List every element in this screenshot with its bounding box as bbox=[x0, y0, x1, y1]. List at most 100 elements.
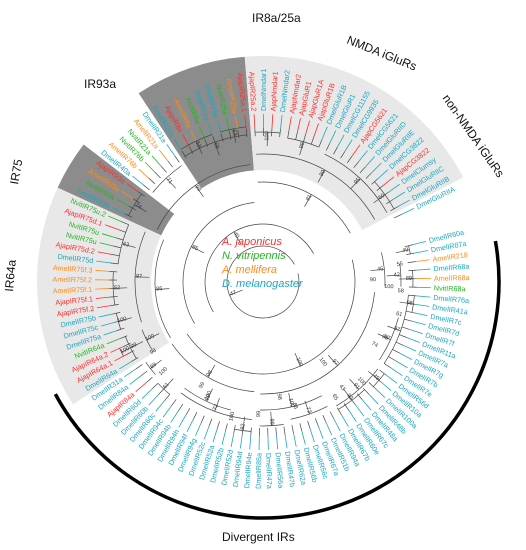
tip-branch bbox=[95, 288, 110, 290]
tip-branch bbox=[166, 144, 176, 157]
tip-branch bbox=[351, 144, 361, 157]
internal-stem bbox=[121, 243, 136, 248]
internal-arc bbox=[145, 361, 156, 375]
legend-melanogaster: D. melanogaster bbox=[222, 278, 304, 290]
bootstrap-value: 100 bbox=[356, 376, 367, 387]
clade-highlight-bands bbox=[36, 56, 464, 405]
tip-branch bbox=[141, 388, 153, 399]
legend-japonicus: A. japonicus bbox=[221, 236, 282, 248]
tree-branches bbox=[95, 113, 431, 450]
tip-branch bbox=[382, 176, 395, 186]
leaf-label: AmelIR75f.2 bbox=[52, 275, 92, 285]
tip-branch bbox=[333, 418, 341, 432]
tip-stem bbox=[291, 425, 294, 434]
bootstrap-value: 100 bbox=[120, 346, 131, 356]
tip-branch bbox=[414, 250, 429, 254]
bootstrap-value: 72 bbox=[212, 404, 220, 412]
bootstrap-value: 91 bbox=[352, 382, 361, 391]
tip-stem bbox=[148, 178, 156, 185]
tip-branch bbox=[253, 114, 256, 129]
bootstrap-value: 100 bbox=[117, 316, 128, 324]
bootstrap-value: 99 bbox=[204, 394, 212, 402]
tip-branch bbox=[101, 233, 116, 239]
tip-branch bbox=[119, 361, 132, 370]
band-ir75 bbox=[36, 187, 162, 360]
tip-branch bbox=[239, 434, 243, 449]
tip-stem bbox=[115, 237, 124, 241]
tip-stem bbox=[376, 185, 384, 191]
tip-branch bbox=[415, 303, 430, 307]
bootstrap-value: 100 bbox=[158, 366, 169, 377]
tip-stem bbox=[340, 151, 346, 159]
tip-stem bbox=[408, 294, 417, 297]
tip-branch bbox=[301, 430, 306, 445]
internal-arc bbox=[290, 406, 328, 420]
internal-stem bbox=[134, 204, 147, 213]
tip-stem bbox=[371, 178, 378, 185]
bootstrap-value: 100 bbox=[287, 398, 295, 408]
tip-branch bbox=[158, 149, 169, 162]
tip-branch bbox=[392, 191, 406, 200]
tip-stem bbox=[146, 377, 153, 383]
tip-branch bbox=[371, 162, 382, 174]
species-legend: A. japonicus N. vitripennis A. mellifera… bbox=[221, 236, 304, 290]
tip-stem bbox=[143, 184, 150, 191]
bootstrap-value: 61 bbox=[162, 382, 171, 391]
band-ir64a bbox=[50, 320, 169, 405]
tip-branch bbox=[221, 431, 226, 446]
tip-stem bbox=[279, 128, 281, 137]
tip-stem bbox=[140, 370, 148, 377]
tip-branch bbox=[415, 259, 430, 262]
leaf-label: NvitIR68a bbox=[434, 283, 466, 293]
tip-branch bbox=[403, 345, 417, 352]
tip-branch bbox=[288, 116, 292, 131]
internal-arc bbox=[184, 387, 231, 411]
tip-stem bbox=[133, 198, 141, 204]
tip-branch bbox=[313, 123, 319, 137]
bootstrap-value: 99 bbox=[193, 184, 201, 193]
bootstrap-value: 86 bbox=[291, 402, 298, 410]
tip-stem bbox=[212, 136, 216, 145]
internal-stem bbox=[155, 288, 170, 290]
tip-stem bbox=[178, 403, 184, 411]
tip-branch bbox=[406, 337, 420, 343]
tip-stem bbox=[374, 376, 381, 382]
leaf-label: DmelIR76a bbox=[433, 293, 470, 305]
bootstrap-value: 98 bbox=[149, 348, 157, 356]
tip-branch bbox=[280, 115, 283, 130]
internal-arc bbox=[220, 126, 247, 133]
internal-stem bbox=[191, 246, 204, 254]
tip-stem bbox=[310, 136, 315, 145]
internal-stem bbox=[214, 141, 220, 156]
tip-branch bbox=[413, 312, 428, 317]
tip-stem bbox=[118, 229, 126, 233]
bootstrap-value: 52 bbox=[114, 285, 120, 291]
internal-arc bbox=[119, 348, 124, 357]
tip-stem bbox=[112, 312, 121, 315]
internal-stem bbox=[165, 177, 177, 189]
tip-stem bbox=[138, 191, 145, 197]
internal-stem bbox=[150, 359, 162, 369]
tip-branch bbox=[104, 224, 119, 230]
tip-branch bbox=[365, 156, 375, 168]
group-label-divergent: Divergent IRs bbox=[222, 530, 295, 544]
tip-stem bbox=[395, 341, 404, 346]
bootstrap-value: 49 bbox=[402, 247, 409, 254]
tip-branch bbox=[108, 215, 122, 222]
tip-stem bbox=[408, 269, 417, 272]
bootstrap-value: 100 bbox=[384, 284, 394, 290]
tip-branch bbox=[309, 428, 315, 443]
tip-stem bbox=[160, 166, 167, 173]
tip-stem bbox=[353, 161, 360, 168]
tip-stem bbox=[119, 335, 128, 340]
tip-stem bbox=[356, 393, 363, 400]
internal-stem bbox=[317, 169, 326, 183]
tip-stem bbox=[307, 420, 311, 429]
tip-branch bbox=[212, 428, 218, 443]
tip-stem bbox=[381, 192, 389, 198]
bootstrap-value: 47 bbox=[229, 290, 237, 298]
bootstrap-value: 92 bbox=[345, 393, 354, 402]
group-label-ir8a-25a: IR8a/25a bbox=[252, 11, 301, 25]
tip-branch bbox=[110, 346, 124, 353]
